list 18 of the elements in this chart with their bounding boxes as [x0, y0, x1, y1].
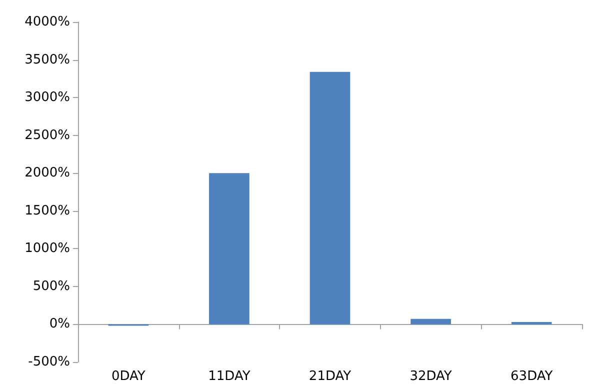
x-tick-label: 0DAY: [111, 369, 146, 384]
x-tick-label: 63DAY: [510, 369, 553, 384]
x-tick-label: 11DAY: [208, 369, 250, 384]
y-tick-label: -500%: [28, 354, 70, 370]
y-tick-label: 0%: [49, 316, 70, 332]
y-tick-label: 3500%: [24, 52, 70, 68]
y-tick-label: 4000%: [24, 14, 70, 30]
x-tick-label: 32DAY: [410, 369, 452, 384]
y-tick-label: 500%: [32, 278, 70, 294]
bar: [209, 173, 250, 324]
y-tick-label: 2500%: [24, 128, 70, 143]
bar: [410, 318, 451, 324]
y-tick-label: 2000%: [24, 166, 70, 181]
y-tick-label: 3000%: [24, 90, 70, 106]
y-tick-label: 1000%: [24, 241, 70, 256]
x-tick-label: 21DAY: [308, 369, 352, 384]
bar: [310, 72, 350, 324]
y-tick-label: 1500%: [24, 203, 70, 218]
